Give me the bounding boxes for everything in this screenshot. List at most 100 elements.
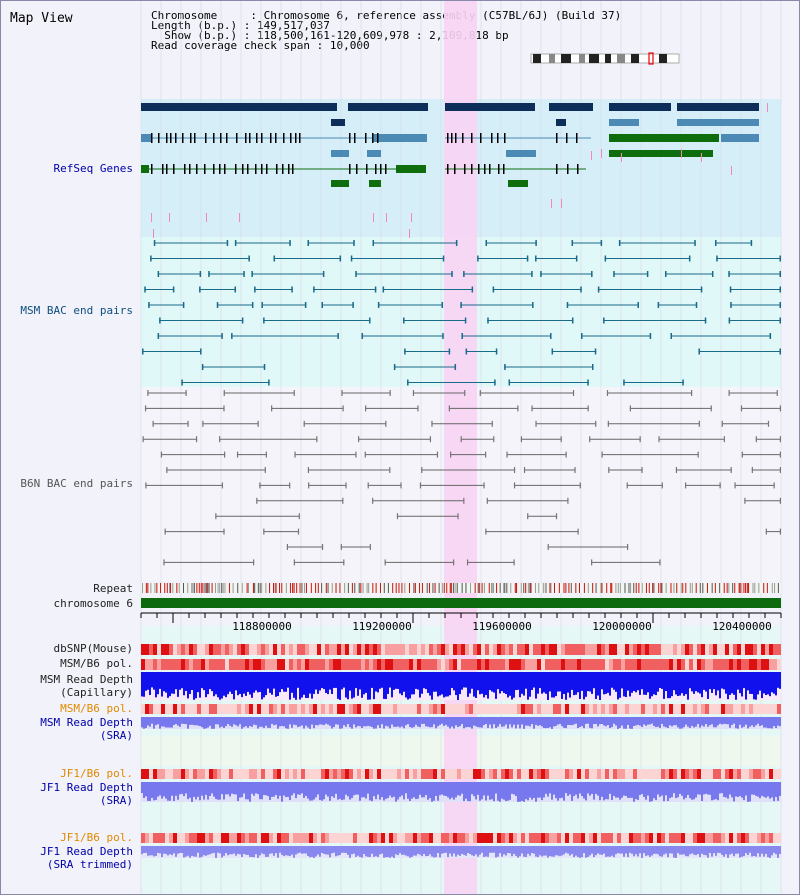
chromosome-ideogram[interactable]: [530, 52, 680, 65]
depth-bar: [467, 672, 469, 697]
snp-tick: [621, 153, 622, 162]
track-label-b6n-bac[interactable]: B6N BAC end pairs: [20, 477, 133, 490]
depth-bar: [519, 672, 521, 698]
bac-end: [728, 271, 730, 277]
depth-bar: [627, 672, 629, 691]
heat-cell: [225, 704, 229, 714]
heat-cell: [313, 833, 317, 843]
show-label: Show (b.p.): [164, 29, 238, 42]
depth-bar: [185, 672, 187, 691]
heat-cell: [625, 704, 629, 714]
heat-cell: [365, 769, 369, 779]
b6n-bac-pairs[interactable]: [142, 390, 781, 566]
heat-cell: [209, 833, 213, 843]
repeat-mark: [633, 583, 635, 593]
heat-cell: [381, 769, 385, 779]
repeat-mark: [383, 583, 385, 593]
bac-end: [779, 302, 781, 308]
track-label-msm-bac[interactable]: MSM BAC end pairs: [20, 304, 133, 317]
heat-cell: [185, 659, 189, 670]
msm-bac-pairs[interactable]: [142, 240, 781, 386]
depth-bar: [527, 672, 529, 700]
heat-cell: [225, 659, 229, 670]
heat-cell: [465, 644, 469, 655]
repeat-mark: [481, 583, 483, 593]
depth-bar: [271, 782, 273, 797]
depth-bar: [571, 672, 573, 690]
repeat-track[interactable]: [142, 583, 779, 593]
bac-end: [523, 467, 526, 473]
depth-bar: [779, 782, 781, 796]
depth-bar: [247, 672, 249, 692]
repeat-mark: [254, 583, 256, 593]
heat-cell: [553, 833, 557, 843]
depth-bar: [715, 846, 717, 856]
heat-cell: [625, 833, 629, 843]
heat-cell: [313, 644, 317, 655]
depth-bar: [599, 846, 601, 855]
depth-bar: [675, 846, 677, 858]
bac-end: [730, 467, 732, 473]
depth-bar: [691, 782, 693, 800]
chromosome-bar[interactable]: [141, 598, 781, 608]
heat-cell: [633, 833, 637, 843]
heat-cell: [325, 704, 329, 714]
depth-bar: [299, 717, 301, 727]
bac-end: [431, 420, 433, 427]
bac-end: [216, 302, 219, 308]
heat-cell: [457, 833, 461, 843]
heat-cell: [341, 704, 345, 714]
depth-bar: [391, 846, 393, 857]
depth-bar: [241, 717, 243, 729]
bac-end: [535, 420, 537, 427]
depth-bar: [421, 717, 423, 724]
heat-cell: [209, 704, 213, 714]
repeat-mark: [401, 583, 403, 593]
heat-cell: [429, 833, 433, 843]
depth-bar: [667, 717, 669, 728]
heat-cell: [189, 659, 193, 670]
snp-tick: [551, 199, 552, 208]
depth-tracks[interactable]: [141, 672, 781, 858]
depth-bar: [171, 672, 173, 694]
heat-cell: [209, 659, 213, 670]
repeat-mark: [758, 583, 760, 593]
bac-end: [769, 333, 772, 339]
depth-bar: [539, 672, 541, 689]
depth-bar: [215, 672, 217, 695]
depth-bar: [331, 846, 333, 854]
depth-bar: [697, 782, 699, 795]
bac-end: [253, 559, 255, 566]
heat-cell: [221, 644, 225, 655]
depth-bar: [577, 717, 579, 729]
heat-cell: [149, 644, 153, 655]
depth-bar: [445, 717, 447, 725]
depth-bar: [605, 782, 607, 800]
depth-bar: [153, 717, 155, 729]
depth-bar: [409, 846, 411, 858]
bac-end: [607, 420, 609, 427]
repeat-mark: [285, 583, 287, 593]
heat-cell: [297, 769, 301, 779]
heat-tracks[interactable]: [141, 644, 781, 843]
heat-cell: [329, 704, 333, 714]
depth-bar: [163, 782, 165, 797]
depth-bar: [671, 846, 673, 854]
depth-bar: [661, 782, 663, 796]
heat-cell: [533, 704, 537, 714]
bac-end: [202, 420, 204, 427]
depth-bar: [159, 717, 161, 729]
heat-cell: [569, 659, 573, 670]
bac-end: [221, 482, 224, 489]
depth-bar: [529, 672, 531, 697]
refseq-genes[interactable]: [141, 103, 768, 238]
heat-cell: [701, 704, 705, 714]
bac-end: [566, 302, 569, 308]
depth-bar: [459, 782, 461, 796]
depth-bar: [691, 846, 693, 854]
track-label-refseq[interactable]: RefSeq Genes: [53, 162, 133, 175]
depth-bar: [683, 782, 685, 800]
depth-bar: [563, 782, 565, 801]
exon-mark: [566, 133, 568, 143]
